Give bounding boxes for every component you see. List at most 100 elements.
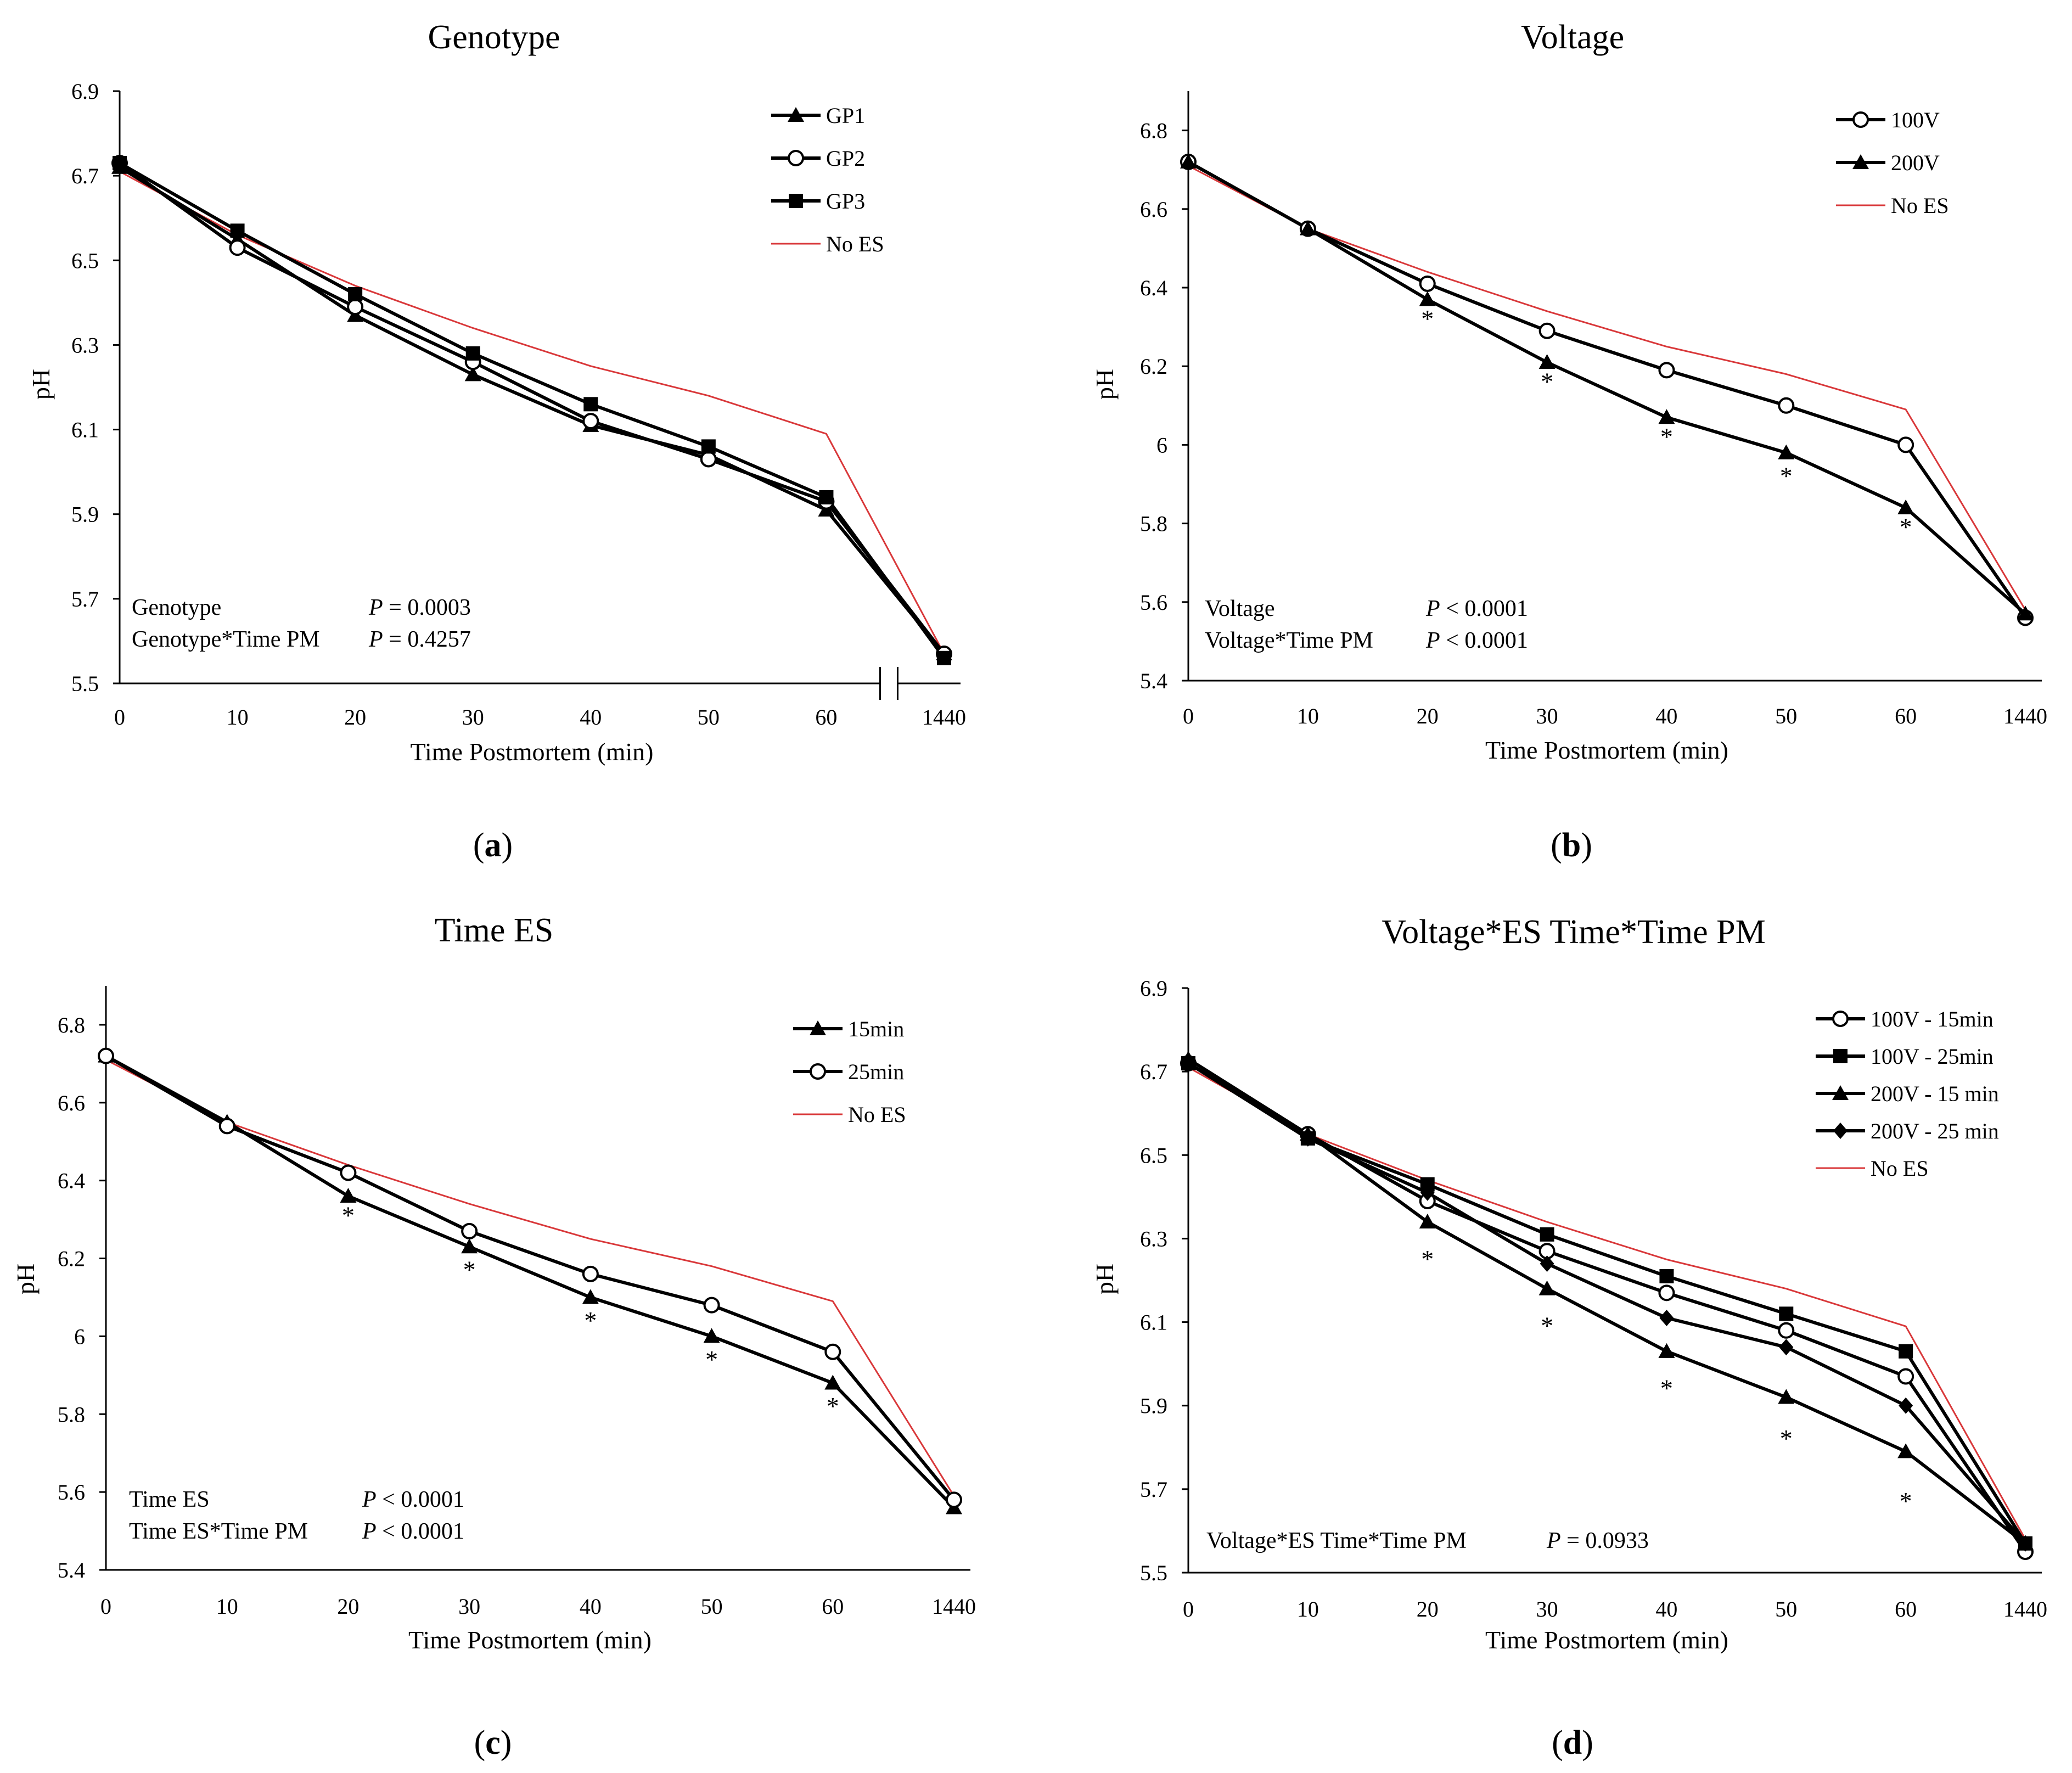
paren: ( xyxy=(1552,1724,1563,1761)
x-tick-label: 20 xyxy=(1417,704,1439,728)
data-point xyxy=(1897,499,1914,514)
x-tick-label: 1440 xyxy=(2003,704,2047,728)
y-tick-label: 5.8 xyxy=(58,1402,85,1427)
panel-letter: a xyxy=(485,827,502,864)
data-point xyxy=(218,1118,235,1135)
paren: ( xyxy=(1551,827,1562,864)
y-tick-label: 5.6 xyxy=(58,1480,85,1505)
legend-label: 200V - 25 min xyxy=(1871,1119,1999,1143)
y-tick-label: 6.2 xyxy=(58,1247,85,1271)
series-line-200v xyxy=(1187,160,2026,615)
data-point xyxy=(465,346,480,361)
series-line-200v-25-min xyxy=(1187,1062,2027,1545)
x-tick-label: 60 xyxy=(1895,1597,1917,1621)
x-tick-label: 20 xyxy=(337,1594,359,1619)
p-value-text: = 0.4257 xyxy=(383,627,471,652)
data-point xyxy=(229,239,246,256)
data-point xyxy=(1778,397,1795,414)
paren: ( xyxy=(474,1724,486,1761)
legend-marker xyxy=(810,1020,826,1035)
stat-p-value: P < 0.0001 xyxy=(1425,596,1528,621)
data-point xyxy=(2017,605,2034,621)
x-tick-label: 50 xyxy=(698,705,720,730)
legend-label: GP3 xyxy=(826,189,865,214)
x-tick-label: 60 xyxy=(1895,704,1917,728)
legend-marker xyxy=(1852,111,1869,128)
chart-panel-d: Voltage*ES Time*Time PM 5.5 5.7 5.9 6.1 6.3 6.… xyxy=(1091,913,2047,1761)
p-symbol: P xyxy=(1546,1528,1561,1553)
x-tick-label: 1440 xyxy=(922,705,966,730)
x-tick-label: 10 xyxy=(216,1594,238,1619)
data-point xyxy=(824,1343,841,1360)
data-point xyxy=(1897,1443,1914,1458)
chart-title: Voltage xyxy=(1521,19,1624,56)
paren: ) xyxy=(502,827,513,864)
data-point xyxy=(1658,1343,1675,1358)
panel-label: (d) xyxy=(1552,1724,1593,1761)
p-value-text: < 0.0001 xyxy=(1440,596,1528,621)
legend-label: No ES xyxy=(848,1102,906,1127)
significance-asterisk: * xyxy=(1541,368,1553,396)
y-tick-label: 6.1 xyxy=(1140,1310,1167,1335)
y-tick-label: 6.4 xyxy=(1140,276,1167,300)
data-point xyxy=(347,299,364,316)
p-symbol: P xyxy=(362,1519,377,1544)
stat-label: Genotype*Time PM xyxy=(132,627,320,652)
panel-label: (b) xyxy=(1551,827,1592,864)
series-line-no-es xyxy=(119,171,945,654)
significance-asterisk: * xyxy=(463,1256,476,1284)
significance-asterisk: * xyxy=(1541,1312,1553,1340)
legend-marker xyxy=(1833,1123,1848,1139)
stat-p-value: P = 0.4257 xyxy=(368,627,471,652)
y-axis-label: pH xyxy=(27,369,55,400)
data-point xyxy=(1540,1255,1554,1272)
x-tick-label: 0 xyxy=(1183,1597,1194,1621)
y-tick-label: 6.3 xyxy=(1140,1226,1167,1251)
data-point xyxy=(700,451,717,468)
x-tick-label: 30 xyxy=(462,705,484,730)
legend-label: 15min xyxy=(848,1017,904,1041)
y-tick-label: 6.4 xyxy=(58,1169,85,1193)
x-tick-label: 40 xyxy=(580,705,602,730)
significance-asterisk: * xyxy=(1780,1424,1793,1452)
legend-label: 100V xyxy=(1891,108,1940,132)
significance-asterisk: * xyxy=(1660,1374,1673,1402)
data-point xyxy=(582,1289,599,1304)
x-tick-label: 60 xyxy=(815,705,837,730)
data-point xyxy=(703,1297,720,1314)
y-axis-label: pH xyxy=(1091,369,1119,400)
data-point xyxy=(461,1238,478,1254)
significance-asterisk: * xyxy=(827,1392,839,1420)
significance-asterisk: * xyxy=(342,1201,355,1229)
data-point xyxy=(1897,436,1914,453)
data-point xyxy=(1538,1280,1556,1295)
stat-label: Voltage*Time PM xyxy=(1205,628,1373,653)
data-point xyxy=(1897,1368,1914,1385)
p-symbol: P xyxy=(362,1487,377,1512)
legend-marker xyxy=(788,107,804,122)
y-tick-label: 5.9 xyxy=(71,502,99,527)
y-tick-label: 6.2 xyxy=(1140,354,1167,379)
data-point xyxy=(2018,1535,2032,1552)
series-line-gp1 xyxy=(119,166,946,655)
data-point xyxy=(1300,1130,1315,1147)
x-tick-label: 1440 xyxy=(2003,1597,2047,1621)
data-point xyxy=(1658,409,1675,424)
legend-label: GP1 xyxy=(826,103,865,128)
stat-label: Voltage*ES Time*Time PM xyxy=(1206,1528,1467,1553)
stat-label: Time ES xyxy=(129,1487,210,1512)
p-value-text: < 0.0001 xyxy=(1440,628,1528,653)
legend-label: No ES xyxy=(1871,1156,1929,1181)
legend-label: 200V - 15 min xyxy=(1871,1081,1999,1106)
x-tick-label: 40 xyxy=(1655,1597,1677,1621)
p-value-text: = 0.0933 xyxy=(1561,1528,1649,1553)
data-point xyxy=(230,223,245,238)
data-point xyxy=(1778,1389,1795,1404)
x-tick-label: 10 xyxy=(1297,704,1319,728)
x-tick-label: 50 xyxy=(1775,1597,1797,1621)
x-tick-label: 0 xyxy=(100,1594,111,1619)
p-symbol: P xyxy=(368,595,383,620)
y-tick-label: 6.8 xyxy=(1140,119,1167,143)
y-tick-label: 5.4 xyxy=(58,1558,85,1583)
y-tick-label: 6.3 xyxy=(71,333,99,357)
